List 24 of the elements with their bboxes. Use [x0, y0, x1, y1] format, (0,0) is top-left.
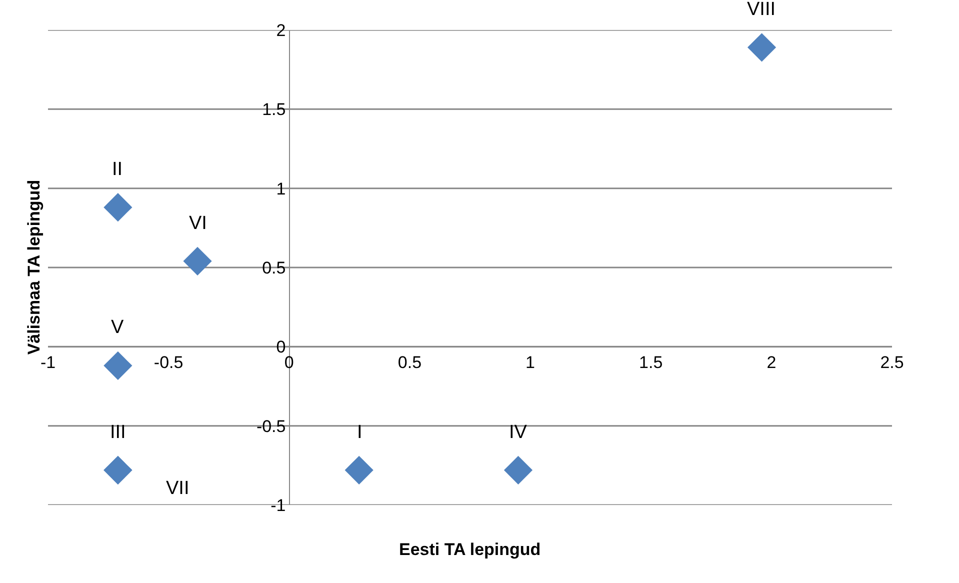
y-tick-label: 1: [276, 179, 286, 198]
x-tick-label: 1.5: [639, 353, 663, 372]
y-tick-label: 2: [276, 20, 286, 40]
x-tick-label: 1: [526, 353, 536, 372]
y-tick-label: 0: [276, 338, 286, 357]
x-tick-label: -0.5: [154, 353, 184, 372]
x-tick-label: 2.5: [880, 353, 904, 372]
x-tick-label: 2: [766, 353, 776, 372]
annotation: III: [110, 422, 126, 443]
x-tick-label: -1: [40, 353, 56, 372]
annotation: V: [111, 317, 124, 338]
annotation: IV: [509, 422, 528, 443]
y-tick-label: 0.5: [262, 258, 286, 278]
y-tick-label: 1.5: [262, 100, 286, 120]
y-axis-title: Välismaa TA lepingud: [24, 180, 44, 355]
annotation: VII: [166, 478, 190, 499]
x-axis-title: Eesti TA lepingud: [399, 540, 541, 559]
x-tick-label: 0.5: [398, 353, 422, 372]
annotation: I: [357, 422, 362, 443]
annotation: VI: [189, 213, 207, 234]
annotation: II: [112, 159, 123, 180]
y-tick-label: -0.5: [256, 416, 286, 436]
annotation: VIII: [747, 0, 776, 20]
y-tick-label: -1: [270, 496, 286, 515]
